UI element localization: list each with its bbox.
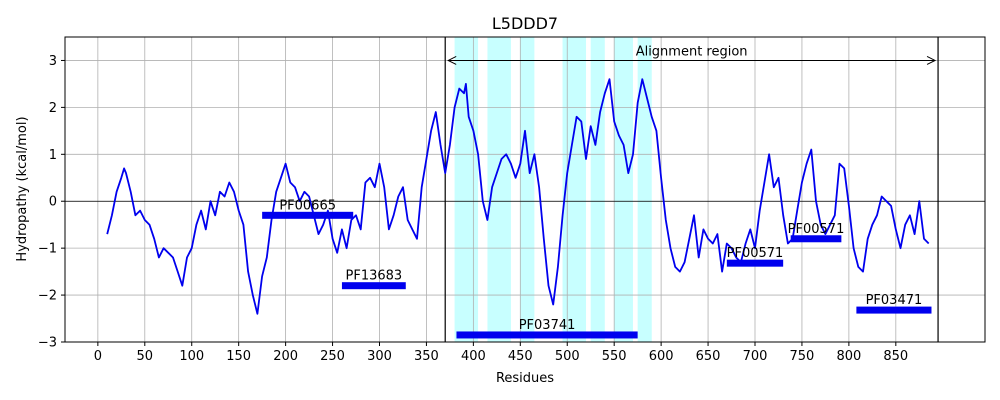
highlight-region (637, 37, 652, 342)
highlight-region (614, 37, 633, 342)
y-tick-label: −3 (38, 336, 57, 351)
highlight-region (590, 37, 605, 342)
hydropathy-series (106, 78, 930, 315)
x-tick-label: 700 (743, 349, 768, 364)
highlight-regions (454, 37, 652, 342)
domain-label: PF00571 (788, 222, 845, 237)
domain-label: PF00665 (279, 198, 336, 213)
domain-label: PF03741 (519, 318, 576, 333)
domain-label: PF00571 (727, 246, 784, 261)
y-tick-label: 3 (49, 54, 57, 69)
y-tick-label: 1 (49, 148, 57, 163)
highlight-region (520, 37, 535, 342)
x-tick-label: 100 (179, 349, 204, 364)
x-tick-label: 800 (836, 349, 861, 364)
domain-bar (790, 235, 842, 243)
y-tick-label: 2 (49, 101, 57, 116)
x-tick-label: 500 (555, 349, 580, 364)
domain-bar (456, 331, 638, 339)
y-tick-label: −2 (38, 289, 57, 304)
plot-frame (64, 36, 986, 343)
highlight-region (487, 37, 511, 342)
x-tick-label: 850 (883, 349, 908, 364)
x-axis-title: Residues (496, 371, 554, 386)
annotation-arrow-head-left (447, 56, 457, 65)
x-tick-label: 200 (273, 349, 298, 364)
domain-bar (341, 282, 406, 290)
x-tick-label: 50 (137, 349, 154, 364)
domain-bar (726, 259, 784, 267)
x-tick-label: 600 (649, 349, 674, 364)
y-tick-label: −1 (38, 242, 57, 257)
y-axis-title: Hydropathy (kcal/mol) (15, 116, 30, 261)
highlight-region (562, 37, 587, 342)
x-tick-label: 400 (461, 349, 486, 364)
domain-bar (856, 306, 932, 314)
annotation-label: Alignment region (636, 44, 748, 59)
x-tick-label: 650 (696, 349, 721, 364)
domain-bar (262, 211, 354, 219)
domain-label: PF03471 (866, 293, 923, 308)
domain-bars: PF00665 PF13683 PF03741 PF00571 PF00571 PF034… (262, 198, 932, 339)
x-tick-label: 450 (508, 349, 533, 364)
x-tick-label: 300 (367, 349, 392, 364)
domain-label: PF13683 (346, 269, 403, 284)
chart-title: L5DDD7 (492, 14, 558, 33)
x-tick-label: 350 (414, 349, 439, 364)
x-tick-label: 550 (602, 349, 627, 364)
axes: 0 50 100 150 200 250 300 350 400 450 500 550 600 650 7… (38, 36, 986, 364)
alignment-annotation: Alignment region (447, 44, 937, 65)
highlight-region (454, 37, 479, 342)
alignment-boundaries (444, 37, 939, 342)
x-tick-label: 150 (226, 349, 251, 364)
annotation-arrow-head-right (926, 56, 937, 65)
x-tick-label: 750 (790, 349, 815, 364)
x-tick-label: 0 (94, 349, 102, 364)
y-tick-label: 0 (49, 195, 57, 210)
hydropathy-line (106, 78, 930, 315)
x-tick-label: 250 (320, 349, 345, 364)
